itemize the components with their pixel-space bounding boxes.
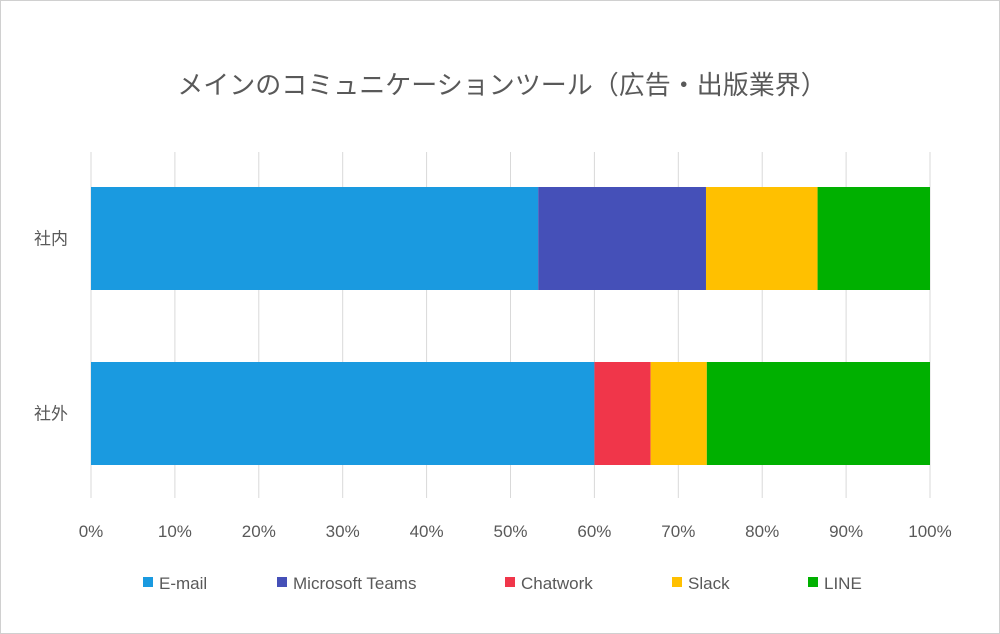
legend-label: Microsoft Teams bbox=[293, 574, 416, 593]
x-tick-label: 60% bbox=[577, 522, 611, 541]
legend-swatch bbox=[505, 577, 515, 587]
bar-1-4 bbox=[706, 362, 930, 465]
legend-swatch bbox=[672, 577, 682, 587]
legend: E-mail Microsoft Teams Chatwork Slack LINE bbox=[143, 574, 862, 593]
x-tick-label: 10% bbox=[158, 522, 192, 541]
legend-swatch bbox=[277, 577, 287, 587]
bar-0-0 bbox=[91, 187, 539, 290]
legend-swatch bbox=[808, 577, 818, 587]
bar-0-3 bbox=[705, 187, 818, 290]
legend-label: E-mail bbox=[159, 574, 207, 593]
bar-1-3 bbox=[650, 362, 707, 465]
legend-label: LINE bbox=[824, 574, 862, 593]
x-tick-label: 0% bbox=[79, 522, 104, 541]
bar-0-4 bbox=[817, 187, 930, 290]
x-tick-label: 90% bbox=[829, 522, 863, 541]
category-label: 社内 bbox=[34, 230, 68, 250]
bar-0-1 bbox=[538, 187, 706, 290]
x-tick-label: 40% bbox=[410, 522, 444, 541]
category-label: 社外 bbox=[34, 405, 68, 425]
legend-label: Chatwork bbox=[521, 574, 593, 593]
x-tick-label: 30% bbox=[326, 522, 360, 541]
x-tick-label: 80% bbox=[745, 522, 779, 541]
x-tick-labels: 0% 10% 20% 30% 40% 50% 60% 70% 80% 90% 100% bbox=[79, 522, 952, 541]
x-tick-label: 70% bbox=[661, 522, 695, 541]
chart-title: メインのコミュニケーションツール（広告・出版業界） bbox=[177, 71, 826, 101]
legend-label: Slack bbox=[688, 574, 730, 593]
bar-1-0 bbox=[91, 362, 595, 465]
bar-1-2 bbox=[594, 362, 651, 465]
x-tick-label: 50% bbox=[493, 522, 527, 541]
x-tick-label: 20% bbox=[242, 522, 276, 541]
x-tick-label: 100% bbox=[908, 522, 951, 541]
bars bbox=[91, 187, 930, 465]
legend-swatch bbox=[143, 577, 153, 587]
